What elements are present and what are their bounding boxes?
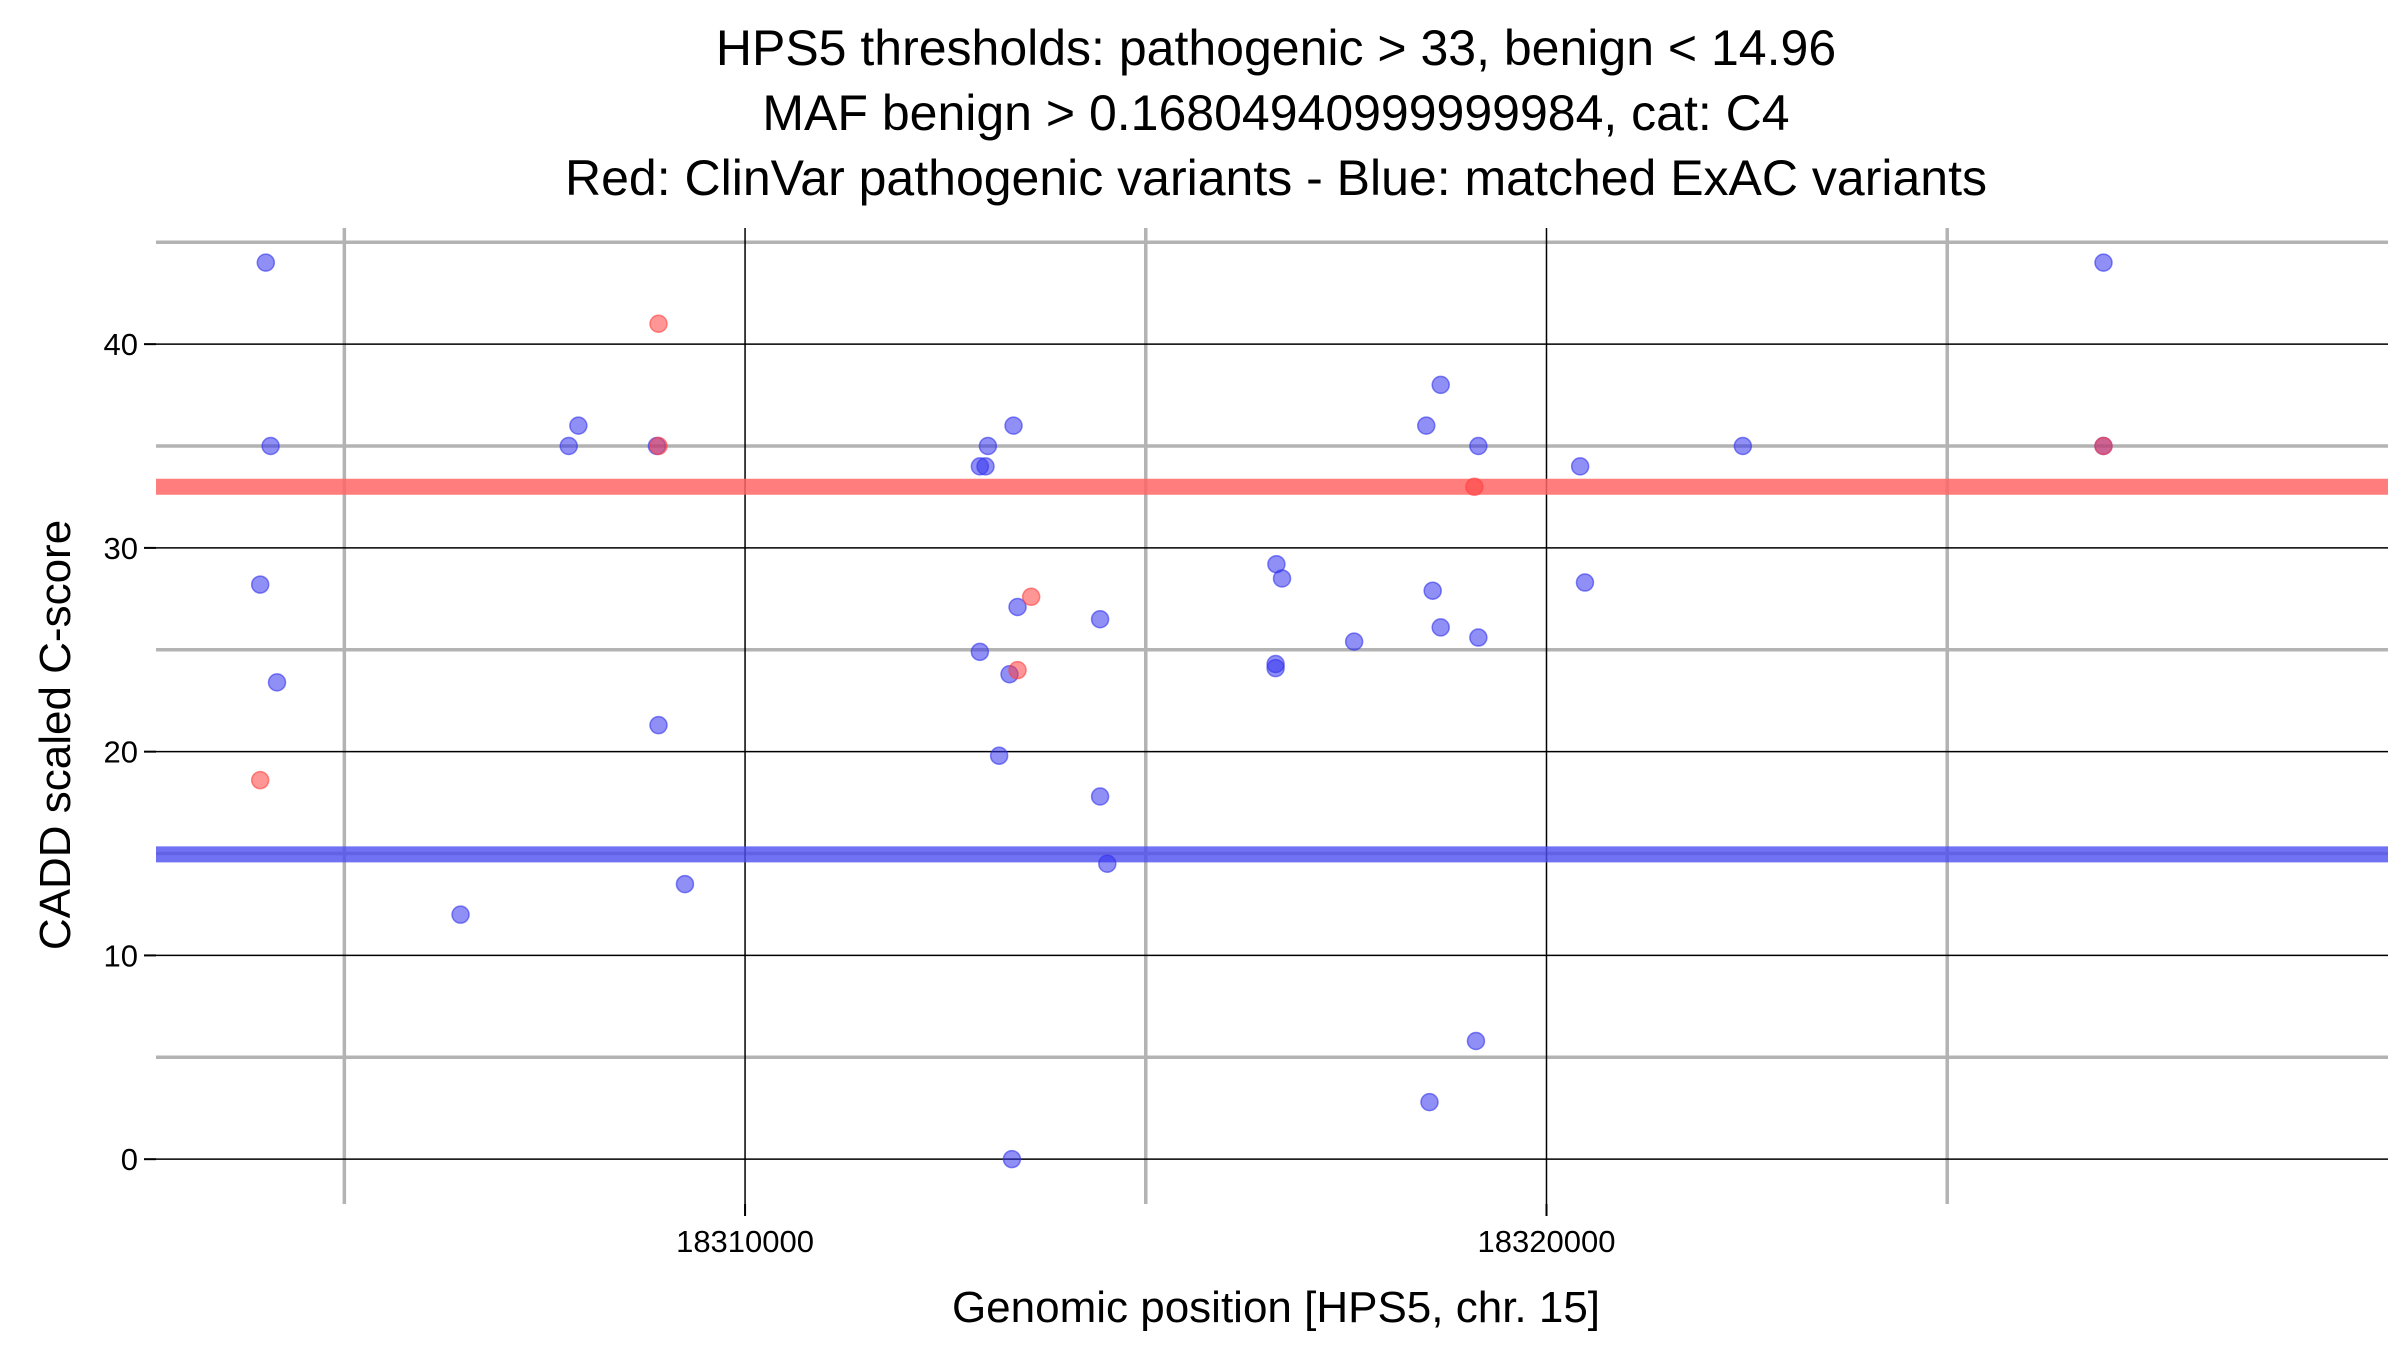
exac-point: [1570, 457, 1590, 476]
exac-point: [2094, 253, 2113, 272]
exac-point: [1420, 1092, 1439, 1112]
exac-point: [569, 416, 588, 435]
exac-point: [267, 673, 287, 692]
exac-point: [250, 575, 270, 594]
chart-title-line-1: HPS5 thresholds: pathogenic > 33, benign…: [716, 20, 1836, 76]
clinvar-point: [1465, 477, 1484, 497]
exac-point: [976, 457, 995, 476]
y-tick-label: 40: [104, 327, 138, 362]
exac-point: [451, 905, 470, 924]
y-tick-label: 30: [104, 531, 138, 566]
exac-point: [1423, 581, 1442, 600]
exac-point: [1469, 436, 1488, 456]
clinvar-point: [250, 770, 270, 790]
exac-point: [1090, 609, 1110, 629]
clinvar-point: [2094, 436, 2113, 456]
exac-point: [970, 642, 990, 662]
exac-point: [1469, 628, 1488, 647]
chart-title: HPS5 thresholds: pathogenic > 33, benign…: [565, 20, 1987, 206]
y-tick-label: 10: [104, 938, 138, 973]
exac-point: [1002, 1149, 1022, 1169]
clinvar-point: [1008, 660, 1027, 680]
exac-point: [559, 436, 578, 456]
exac-point: [1098, 854, 1117, 873]
exac-point: [1733, 436, 1753, 456]
chart-title-line-3: Red: ClinVar pathogenic variants - Blue:…: [565, 150, 1987, 206]
x-tick-label: 18320000: [1478, 1224, 1616, 1259]
exac-point: [978, 436, 998, 456]
threshold-lines: [156, 478, 2388, 863]
axis-ticks: 0 10 20 30 40 18310000 18320000: [104, 327, 1616, 1259]
chart-title-line-2: MAF benign > 0.16804940999999984, cat: C…: [762, 85, 1789, 141]
exac-point: [1431, 375, 1450, 395]
y-tick-label: 20: [104, 735, 138, 770]
clinvar-point: [1021, 587, 1041, 607]
data-points: [250, 253, 2113, 1169]
exac-point: [256, 253, 276, 272]
x-tick-label: 18310000: [676, 1224, 814, 1259]
exac-point: [1417, 416, 1436, 435]
exac-point: [1344, 632, 1364, 651]
exac-point: [1466, 1031, 1486, 1051]
exac-point: [989, 746, 1009, 765]
y-tick-label: 0: [121, 1142, 138, 1177]
y-axis-title: CADD scaled C-score: [31, 520, 80, 950]
x-axis-title: Genomic position [HPS5, chr. 15]: [952, 1283, 1600, 1332]
exac-point: [1004, 416, 1023, 435]
plot-grid: [156, 228, 2388, 1204]
clinvar-point: [649, 314, 668, 334]
exac-point: [1266, 658, 1285, 678]
exac-point: [1431, 618, 1450, 637]
exac-point: [675, 874, 695, 894]
exac-point: [1008, 597, 1027, 617]
exac-point: [649, 715, 668, 735]
exac-point: [1090, 787, 1110, 806]
clinvar-point: [649, 436, 668, 456]
exac-point: [1575, 573, 1595, 592]
exac-point: [1272, 569, 1292, 588]
exac-point: [261, 436, 280, 456]
